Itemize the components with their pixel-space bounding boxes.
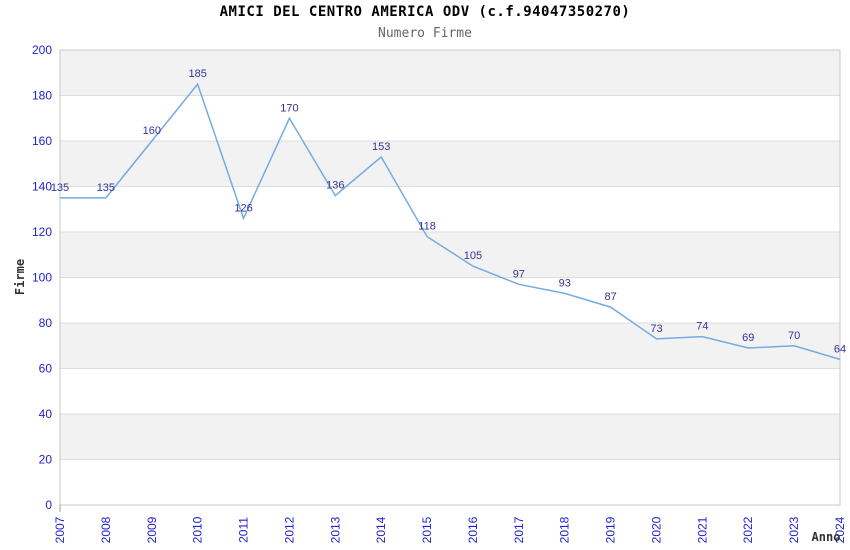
y-tick-label: 140 — [32, 180, 52, 194]
data-point-label: 185 — [188, 68, 206, 80]
plot-band — [60, 459, 840, 505]
x-axis-title: Anno — [812, 530, 841, 544]
x-tick-label: 2011 — [237, 517, 251, 543]
plot-band — [60, 368, 840, 414]
data-point-label: 170 — [280, 102, 298, 114]
data-point-label: 97 — [513, 268, 525, 280]
data-point-label: 64 — [834, 343, 846, 355]
plot-band — [60, 95, 840, 141]
y-tick-label: 40 — [39, 407, 53, 421]
data-point-label: 153 — [372, 141, 390, 153]
plot-band — [60, 232, 840, 278]
data-point-label: 70 — [788, 330, 800, 342]
y-tick-label: 80 — [39, 316, 53, 330]
data-point-label: 160 — [143, 125, 161, 137]
x-tick-label: 2021 — [695, 516, 709, 543]
y-axis-tick-labels: 0 20 40 60 80 100 120 140 160 180 200 — [32, 43, 52, 512]
y-tick-label: 180 — [32, 89, 52, 103]
plot-band — [60, 186, 840, 232]
x-tick-label: 2014 — [374, 516, 388, 543]
data-line — [60, 82, 841, 361]
x-tick-label: 2022 — [741, 516, 755, 543]
data-point-label: 73 — [650, 323, 662, 335]
data-point-label: 135 — [51, 182, 69, 194]
grid-lines — [60, 95, 840, 460]
data-point-label: 126 — [234, 202, 252, 214]
x-tick-label: 2017 — [512, 516, 526, 543]
x-axis-tick-labels: 2007 2008 2009 2010 2011 2012 2013 2014 2015 2016… — [53, 516, 847, 543]
chart-title: AMICI DEL CENTRO AMERICA ODV (c.f.940473… — [219, 4, 631, 20]
x-tick-label: 2019 — [604, 516, 618, 543]
data-point-label: 93 — [559, 277, 571, 289]
x-tick-label: 2018 — [558, 516, 572, 543]
x-tick-label: 2024 — [833, 516, 847, 543]
data-point-label: 136 — [326, 180, 344, 192]
plot-band — [60, 414, 840, 460]
x-tick-label: 2008 — [99, 516, 113, 543]
plot-band — [60, 141, 840, 187]
data-point-label: 87 — [604, 291, 616, 303]
x-tick-label: 2010 — [191, 516, 205, 543]
chart-subtitle: Numero Firme — [378, 26, 472, 41]
x-tick-label: 2013 — [328, 516, 342, 543]
plot-border — [59, 49, 841, 506]
y-tick-label: 200 — [32, 43, 52, 57]
x-tick-label: 2012 — [282, 516, 296, 543]
data-point-label: 69 — [742, 332, 754, 344]
plot-band — [60, 323, 840, 369]
y-tick-label: 60 — [39, 362, 53, 376]
data-point-labels: 135 135 160 185 126 170 136 153 118 105 97 93 87 73 74… — [51, 68, 846, 355]
plot-bands — [60, 50, 840, 505]
x-tick-label: 2016 — [466, 516, 480, 543]
x-tick-label: 2020 — [649, 516, 663, 543]
x-tick-label: 2007 — [53, 516, 67, 543]
y-tick-label: 160 — [32, 134, 52, 148]
y-tick-label: 20 — [39, 453, 53, 467]
x-tick-label: 2009 — [145, 516, 159, 543]
y-tick-label: 0 — [45, 498, 52, 512]
y-tick-label: 100 — [32, 271, 52, 285]
data-point-label: 135 — [97, 182, 115, 194]
data-point-label: 74 — [696, 321, 708, 333]
y-axis-title: Firme — [13, 259, 27, 295]
x-tick-label: 2015 — [420, 516, 434, 543]
plot-band — [60, 50, 840, 96]
data-point-label: 118 — [418, 221, 436, 233]
y-tick-label: 120 — [32, 225, 52, 239]
plot-band — [60, 277, 840, 323]
x-tick-label: 2023 — [787, 516, 801, 543]
data-point-label: 105 — [464, 250, 482, 262]
